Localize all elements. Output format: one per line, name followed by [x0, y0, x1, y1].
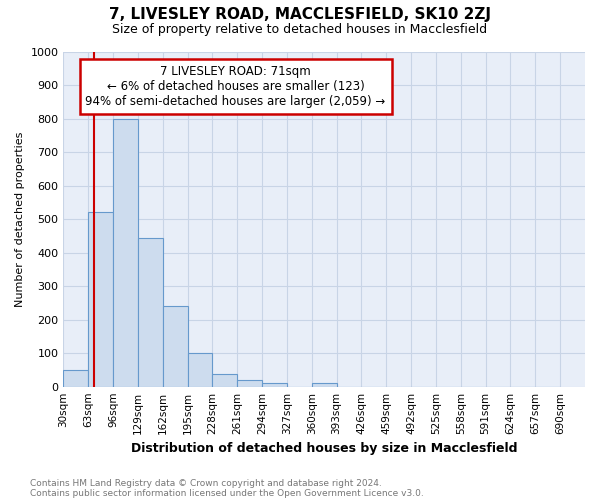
Bar: [88, 212, 113, 386]
Bar: [163, 306, 188, 386]
Y-axis label: Number of detached properties: Number of detached properties: [15, 132, 25, 307]
Bar: [262, 382, 287, 386]
Text: Size of property relative to detached houses in Macclesfield: Size of property relative to detached ho…: [112, 22, 488, 36]
Bar: [188, 353, 212, 386]
Bar: [312, 382, 337, 386]
Bar: [113, 118, 138, 386]
Bar: [212, 374, 237, 386]
Text: Contains public sector information licensed under the Open Government Licence v3: Contains public sector information licen…: [30, 488, 424, 498]
Bar: [237, 380, 262, 386]
Text: 7, LIVESLEY ROAD, MACCLESFIELD, SK10 2ZJ: 7, LIVESLEY ROAD, MACCLESFIELD, SK10 2ZJ: [109, 8, 491, 22]
Text: Contains HM Land Registry data © Crown copyright and database right 2024.: Contains HM Land Registry data © Crown c…: [30, 478, 382, 488]
Bar: [138, 238, 163, 386]
Bar: [64, 370, 88, 386]
Text: 7 LIVESLEY ROAD: 71sqm
← 6% of detached houses are smaller (123)
94% of semi-det: 7 LIVESLEY ROAD: 71sqm ← 6% of detached …: [85, 65, 386, 108]
X-axis label: Distribution of detached houses by size in Macclesfield: Distribution of detached houses by size …: [131, 442, 517, 455]
